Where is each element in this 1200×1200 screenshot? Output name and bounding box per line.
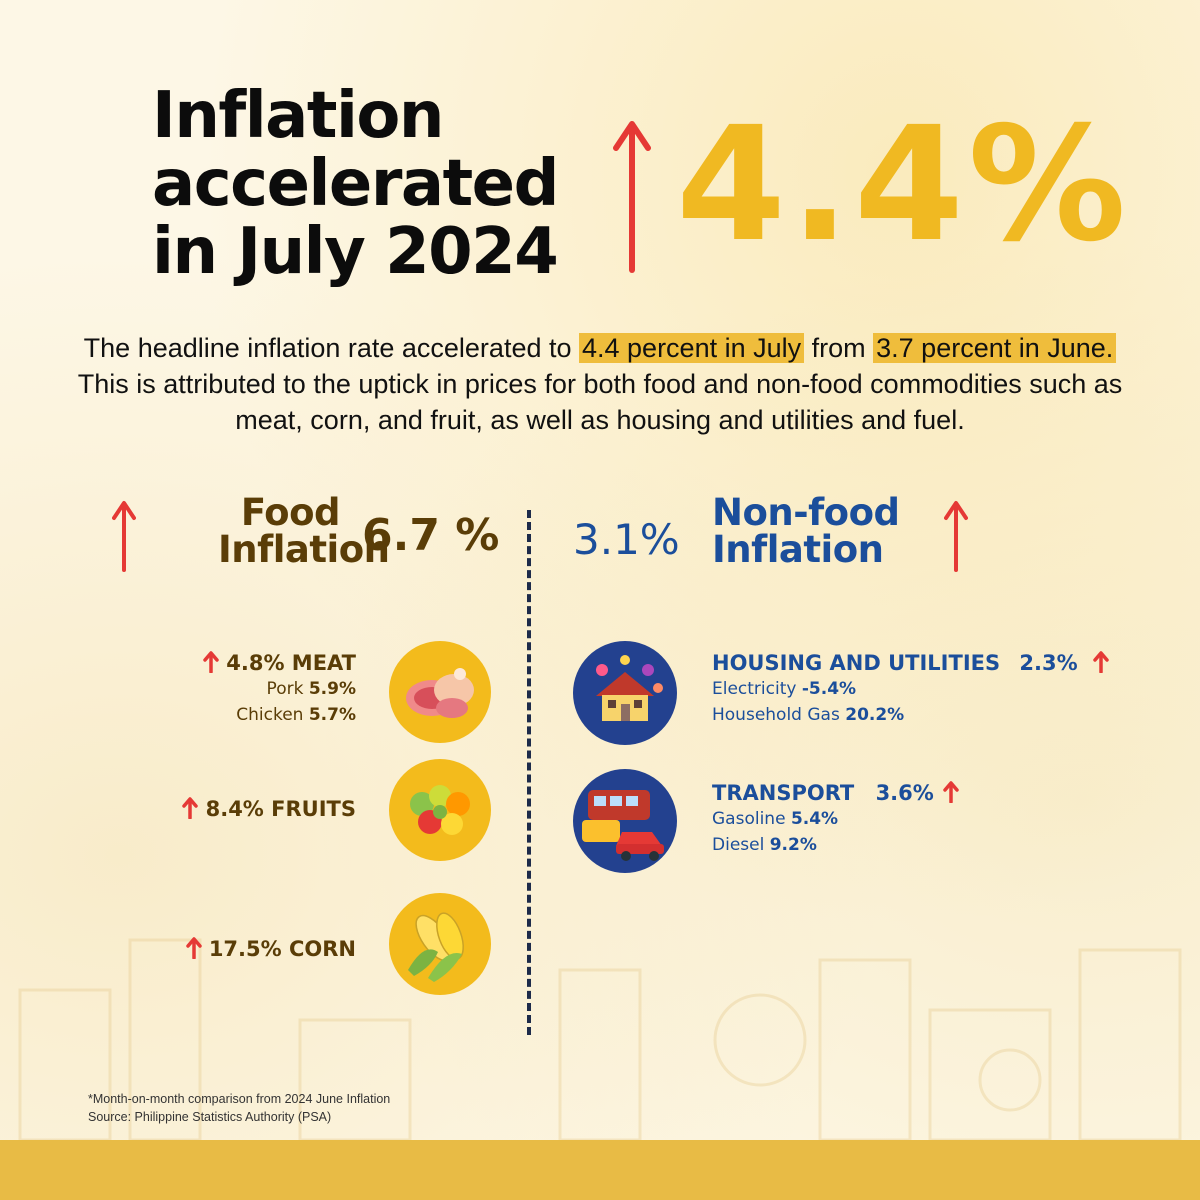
chicken-value: 5.7% <box>308 705 356 725</box>
fruits-label-text: 8.4% FRUITS <box>205 797 356 821</box>
nonfood-item-transport: TRANSPORT 3.6% Gasoline 5.4% Diesel 9.2% <box>712 780 959 858</box>
pork-value: 5.9% <box>308 679 356 699</box>
corn-label-text: 17.5% CORN <box>208 937 356 961</box>
description-part-2: from <box>804 333 874 363</box>
up-arrow-icon <box>613 121 651 273</box>
meat-label-text: 4.8% MEAT <box>226 651 356 675</box>
food-inflation-rate: 6.7 % <box>362 510 500 561</box>
housing-rate: 2.3% <box>1019 651 1078 675</box>
meat-sub-chicken: Chicken 5.7% <box>184 702 356 728</box>
chicken-name: Chicken <box>236 705 309 725</box>
highlight-june-rate: 3.7 percent in June. <box>873 333 1117 363</box>
meat-icon <box>389 641 491 743</box>
meat-label: 4.8% MEAT <box>184 650 356 676</box>
footer-bar <box>0 1140 1200 1200</box>
vehicles-icon <box>573 769 677 873</box>
description-part-3: This is attributed to the uptick in pric… <box>77 369 1123 435</box>
food-item-fruits: 8.4% FRUITS <box>168 796 356 822</box>
title-line-1: Inflation <box>152 79 444 153</box>
nonfood-item-housing: HOUSING AND UTILITIES 2.3% Electricity -… <box>712 650 1109 728</box>
housing-sub-gas: Household Gas 20.2% <box>712 702 1109 728</box>
transport-label: TRANSPORT 3.6% <box>712 780 959 806</box>
footnote-line-1: *Month-on-month comparison from 2024 Jun… <box>88 1092 391 1106</box>
small-up-arrow-icon <box>182 797 199 820</box>
corn-icon <box>389 893 491 995</box>
housing-label: HOUSING AND UTILITIES 2.3% <box>712 650 1109 676</box>
housing-label-text: HOUSING AND UTILITIES <box>712 651 1001 675</box>
highlight-july-rate: 4.4 percent in July <box>579 333 805 363</box>
food-item-meat: 4.8% MEAT Pork 5.9% Chicken 5.7% <box>184 650 356 728</box>
house-icon <box>573 641 677 745</box>
gasoline-value: 5.4% <box>790 809 839 829</box>
gasoline-name: Gasoline <box>712 809 791 829</box>
housing-sub-electricity: Electricity -5.4% <box>712 676 1109 702</box>
gas-value: 20.2% <box>845 705 905 725</box>
description-part-1: The headline inflation rate accelerated … <box>83 333 579 363</box>
nonfood-title-line-1: Non-food <box>712 491 900 534</box>
diesel-value: 9.2% <box>769 835 817 855</box>
food-item-corn: 17.5% CORN <box>168 936 356 962</box>
footnote-source: Source: Philippine Statistics Authority … <box>88 1110 332 1124</box>
fruits-label: 8.4% FRUITS <box>168 796 356 822</box>
description-paragraph: The headline inflation rate accelerated … <box>60 330 1140 438</box>
transport-label-text: TRANSPORT <box>712 781 855 805</box>
footnote: *Month-on-month comparison from 2024 Jun… <box>88 1090 390 1126</box>
diesel-name: Diesel <box>712 835 770 855</box>
nonfood-up-arrow-icon <box>944 501 968 572</box>
city-skyline-watermark <box>18 938 1182 1140</box>
nonfood-inflation-rate: 3.1% <box>573 515 680 564</box>
nonfood-inflation-title: Non-food Inflation <box>712 494 942 568</box>
food-up-arrow-icon <box>112 501 136 572</box>
food-inflation-title: Food Inflation <box>218 491 390 571</box>
corn-label: 17.5% CORN <box>168 936 356 962</box>
small-up-arrow-icon <box>203 651 219 674</box>
food-title-line-2: Inflation <box>218 528 390 571</box>
small-up-arrow-icon <box>1093 651 1109 674</box>
pork-name: Pork <box>266 679 309 699</box>
gas-name: Household Gas <box>712 705 846 725</box>
nonfood-title-line-2: Inflation <box>712 528 884 571</box>
title-line-3: in July 2024 <box>152 215 559 289</box>
small-up-arrow-icon <box>943 781 959 804</box>
title-line-2: accelerated <box>152 147 559 221</box>
meat-sub-pork: Pork 5.9% <box>184 676 356 702</box>
electricity-value: -5.4% <box>801 679 857 699</box>
transport-sub-diesel: Diesel 9.2% <box>712 832 959 858</box>
section-divider <box>527 510 531 1035</box>
transport-rate: 3.6% <box>875 781 934 805</box>
background-glow <box>0 0 1200 1140</box>
page-title: Inflation accelerated in July 2024 <box>152 82 622 286</box>
small-up-arrow-icon <box>185 937 202 960</box>
transport-sub-gasoline: Gasoline 5.4% <box>712 806 959 832</box>
fruits-icon <box>389 759 491 861</box>
headline-rate: 4.4% <box>676 93 1131 277</box>
electricity-name: Electricity <box>712 679 802 699</box>
food-title-line-1: Food <box>240 491 341 534</box>
